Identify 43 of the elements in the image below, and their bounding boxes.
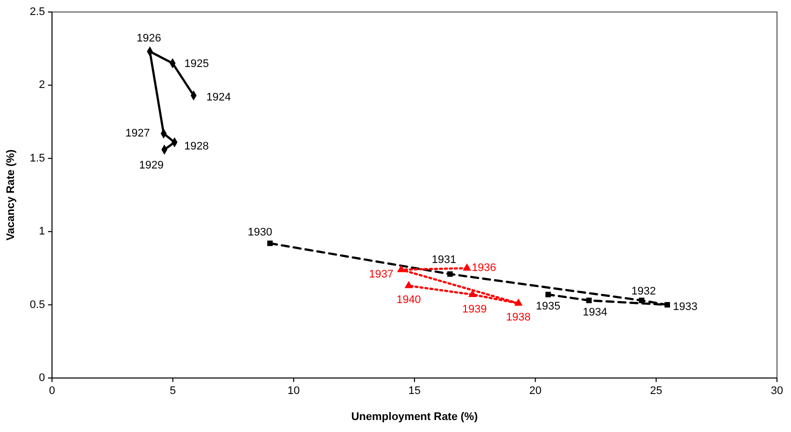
annotation: 1934: [582, 306, 608, 318]
y-tick-label: 0.5: [30, 298, 45, 311]
annotation: 1939: [462, 304, 487, 316]
x-tick-label: 25: [650, 385, 662, 397]
y-tick-label: 0: [38, 372, 45, 384]
annotation: 1928: [184, 140, 209, 152]
x-tick-label: 5: [170, 385, 176, 397]
point: [514, 298, 523, 306]
annotation: 1935: [536, 300, 560, 313]
annotation: 1936: [472, 262, 496, 274]
y-tick-label: 1: [38, 226, 45, 238]
point: [638, 298, 644, 304]
annotation: 1932: [631, 285, 656, 298]
x-tick-label: 20: [529, 385, 542, 397]
point: [404, 280, 413, 288]
x-tick-label: 15: [408, 385, 421, 397]
point: [447, 271, 453, 277]
x-tick-label: 0: [48, 385, 56, 397]
y-axis-title: Vacancy Rate (%): [5, 149, 17, 241]
point: [468, 290, 477, 297]
annotation: 1927: [125, 128, 150, 140]
y-tick-label: 2: [38, 79, 45, 92]
annotation: 1929: [139, 160, 164, 172]
x-tick-label: 10: [288, 385, 300, 397]
annotation: 1940: [396, 294, 421, 306]
point: [586, 298, 592, 304]
annotation: 1925: [184, 58, 209, 70]
point: [545, 292, 551, 298]
x-tick-label: 30: [770, 385, 784, 397]
annotation: 1924: [206, 91, 231, 104]
point: [267, 240, 273, 246]
point: [664, 302, 670, 308]
annotation: 1933: [673, 300, 698, 313]
annotation: 1938: [506, 311, 531, 324]
y-tick-label: 1.5: [30, 152, 45, 164]
y-tick-label: 2.5: [30, 6, 45, 18]
point: [462, 263, 472, 271]
annotation: 1930: [248, 226, 272, 238]
annotation: 1926: [136, 32, 162, 45]
annotation: 1937: [368, 268, 394, 281]
x-axis-title: Unemployment Rate (%): [351, 411, 478, 423]
point: [397, 264, 406, 272]
annotation: 1931: [432, 254, 456, 266]
